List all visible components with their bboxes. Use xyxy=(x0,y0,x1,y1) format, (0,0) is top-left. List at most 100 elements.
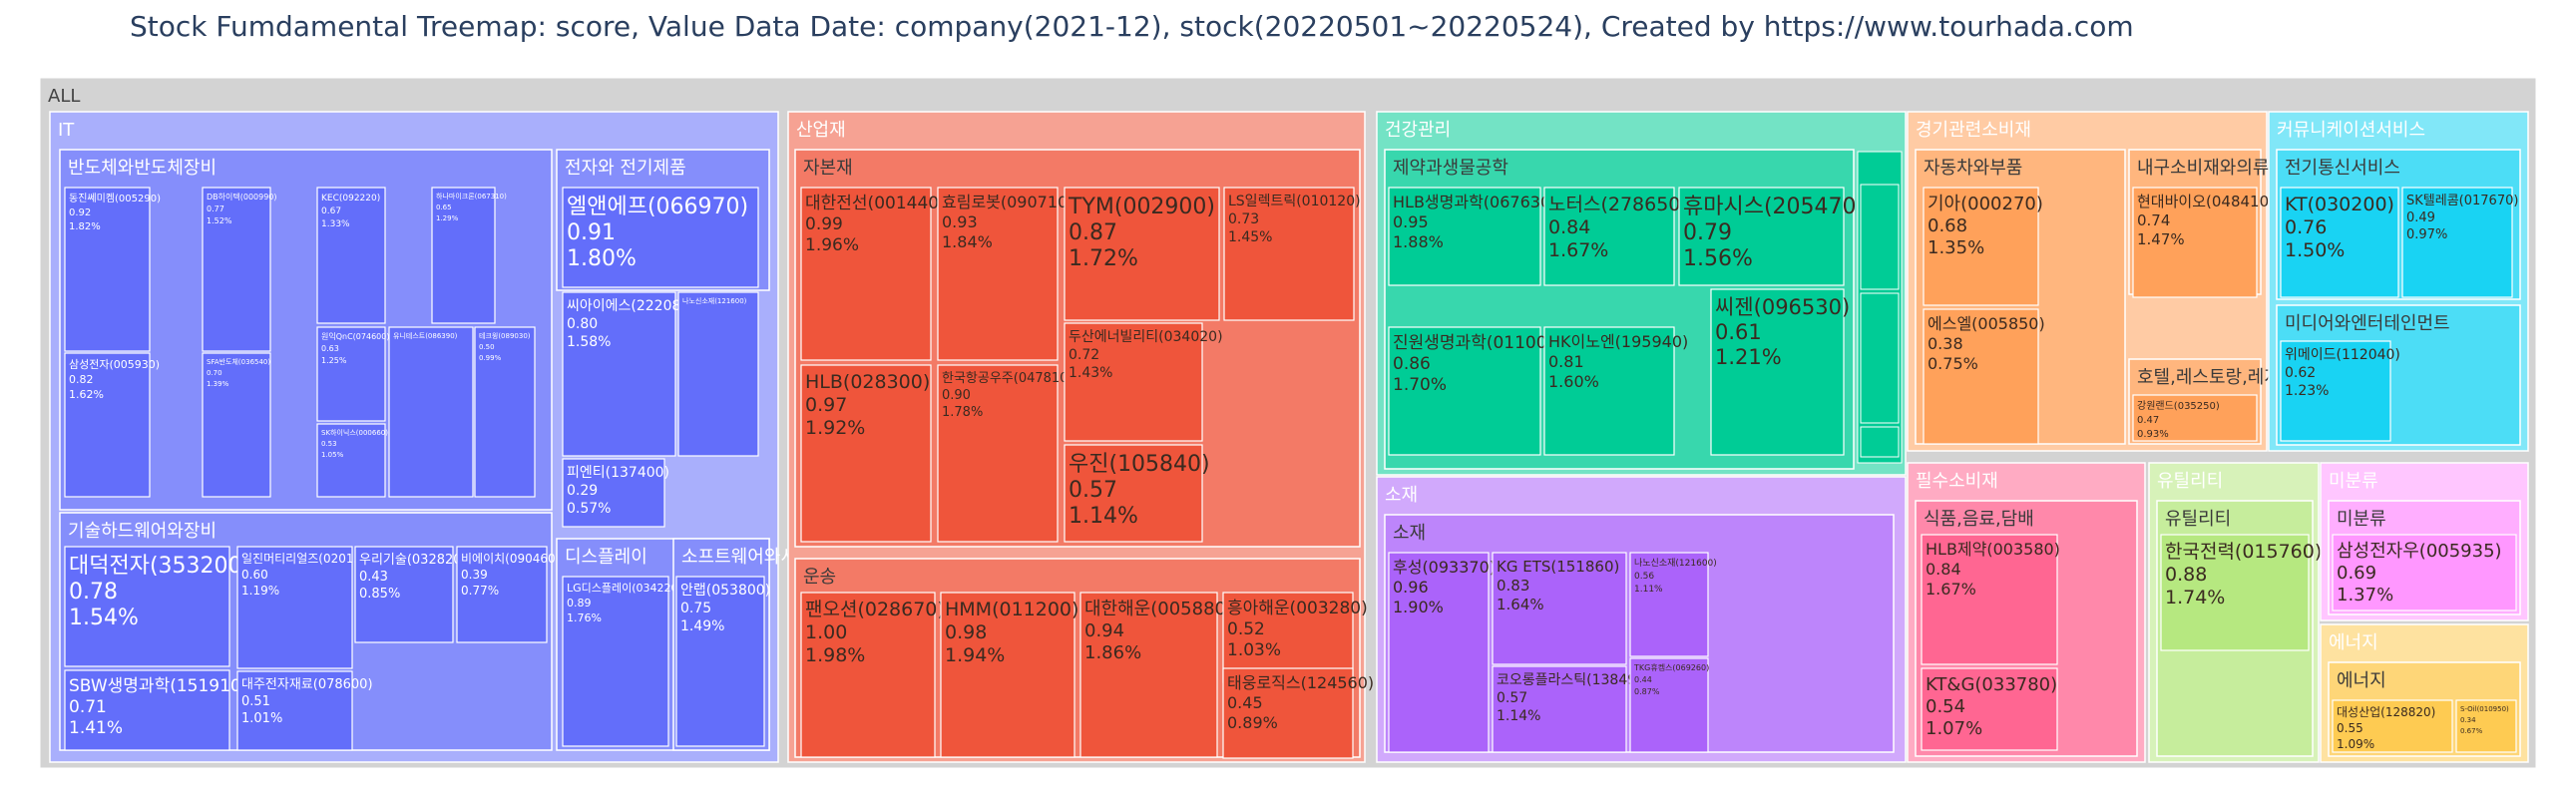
stock-percent: 0.97% xyxy=(2406,227,2447,242)
stock-label: 유니테스트(086390) xyxy=(393,331,458,340)
stock-score: 0.70 xyxy=(207,369,222,377)
stock-tile xyxy=(1222,667,1354,759)
stock-score: 0.75 xyxy=(680,601,711,616)
stock-tile xyxy=(677,291,759,457)
stock-score: 0.51 xyxy=(241,694,270,709)
chart-title: Stock Fumdamental Treemap: score, Value … xyxy=(130,10,2134,43)
stock-score: 0.63 xyxy=(321,344,339,353)
stock-tile xyxy=(2401,187,2513,298)
stock-score: 0.55 xyxy=(2337,721,2363,735)
stock-label: 한국항공우주(047810) xyxy=(942,371,1073,386)
stock-label: 두산에너빌리티(034020) xyxy=(1069,329,1223,345)
stock-score: 0.83 xyxy=(1497,577,1529,595)
stock-score: 0.68 xyxy=(1928,215,1967,236)
stock-label: DB하이텍(000990) xyxy=(207,192,277,202)
stock-percent: 1.05% xyxy=(321,451,344,459)
stock-score: 0.44 xyxy=(1634,675,1652,684)
stock-percent: 1.94% xyxy=(945,644,1005,666)
stock-score: 0.82 xyxy=(69,373,94,386)
stock-percent: 1.64% xyxy=(1497,596,1544,613)
stock-percent: 1.14% xyxy=(1497,708,1540,724)
stock-label: 비에이치(090460) xyxy=(461,552,560,566)
industry-label: 미디어와엔터테인먼트 xyxy=(2285,313,2450,334)
stock-percent: 1.96% xyxy=(805,235,859,255)
stock-score: 0.87 xyxy=(1069,220,1117,245)
stock-label: TKG휴켐스(069260) xyxy=(1633,662,1709,672)
stock-tile xyxy=(1079,592,1218,758)
stock-percent: 1.19% xyxy=(241,584,279,598)
stock-label: KT&G(033780) xyxy=(1926,674,2057,695)
stock-label: S-Oil(010950) xyxy=(2460,705,2509,713)
stock-tile xyxy=(1492,552,1627,665)
stock-label: 위메이드(112040) xyxy=(2285,347,2400,363)
stock-percent: 1.07% xyxy=(1926,718,1982,739)
stock-score: 0.79 xyxy=(1683,220,1732,245)
stock-percent: 1.23% xyxy=(2285,383,2329,399)
stock-label: 테크윙(089030) xyxy=(479,331,531,340)
stock-score: 0.52 xyxy=(1227,619,1265,639)
stock-score: 0.99 xyxy=(805,214,843,234)
stock-tile xyxy=(800,592,936,758)
stock-label: 노터스(278650) xyxy=(1548,194,1688,215)
stock-percent: 1.76% xyxy=(567,611,602,624)
stock-score: 0.96 xyxy=(1393,578,1429,597)
stock-label: LG디스플레이(034220) xyxy=(567,582,682,595)
stock-score: 0.74 xyxy=(2137,211,2170,229)
stock-tile-small xyxy=(1860,184,1900,290)
stock-tile xyxy=(562,291,676,457)
stock-score: 0.90 xyxy=(942,388,971,403)
stock-score: 0.60 xyxy=(241,568,268,582)
stock-score: 0.84 xyxy=(1926,560,1961,579)
stock-percent: 1.88% xyxy=(1393,232,1444,251)
stock-tile xyxy=(202,187,271,352)
stock-tile xyxy=(1388,552,1490,753)
stock-label: 엘앤에프(066970) xyxy=(567,195,748,219)
stock-percent: 1.43% xyxy=(1069,365,1112,381)
stock-tile xyxy=(1921,667,2058,751)
stock-tile xyxy=(2280,187,2399,298)
stock-label: 씨젠(096530) xyxy=(1715,295,1850,319)
stock-percent: 1.14% xyxy=(1069,504,1138,529)
stock-tile xyxy=(2332,534,2517,611)
industry-label: 전자와 전기제품 xyxy=(565,158,686,179)
industry-label: 에너지 xyxy=(2337,670,2386,691)
treemap-root-label: ALL xyxy=(48,86,80,107)
stock-label: 동진쎄미켐(005290) xyxy=(69,193,161,204)
sector-label: 미분류 xyxy=(2329,471,2378,492)
stock-score: 0.71 xyxy=(69,697,107,717)
stock-score: 0.89 xyxy=(567,597,592,609)
stock-score: 0.61 xyxy=(1715,320,1762,344)
stock-tile xyxy=(64,546,230,667)
stock-percent: 1.80% xyxy=(567,246,637,271)
stock-percent: 1.86% xyxy=(1084,642,1141,663)
stock-percent: 1.41% xyxy=(69,718,123,738)
stock-score: 0.69 xyxy=(2337,563,2376,584)
sector-label: 산업재 xyxy=(796,120,846,141)
stock-label: HLB(028300) xyxy=(805,371,930,393)
industry-label: 반도체와반도체장비 xyxy=(68,158,216,179)
sector-label: 건강관리 xyxy=(1385,120,1451,141)
stock-label: 코오롱플라스틱(138490) xyxy=(1497,672,1651,688)
stock-tile-small xyxy=(1860,426,1900,458)
stock-label: 흥아해운(003280) xyxy=(1227,599,1368,618)
stock-label: TYM(002900) xyxy=(1068,195,1215,219)
stock-score: 0.56 xyxy=(1634,572,1654,582)
stock-score: 0.88 xyxy=(2165,564,2207,586)
stock-label: 한국전력(015760) xyxy=(2165,541,2322,563)
stock-tile xyxy=(940,592,1075,758)
stock-score: 0.47 xyxy=(2137,415,2159,426)
stock-label: SK텔레콤(017670) xyxy=(2406,194,2518,208)
industry-label: 제약과생물공학 xyxy=(1393,158,1508,179)
stock-percent: 1.01% xyxy=(241,711,282,726)
stock-score: 0.29 xyxy=(567,483,598,499)
stock-tile xyxy=(937,364,1059,543)
stock-percent: 1.03% xyxy=(1227,640,1281,660)
stock-tile xyxy=(64,352,151,498)
industry-label: 호텔,레스토랑,레저 등 xyxy=(2137,367,2303,388)
stock-label: LS일렉트릭(010120) xyxy=(1228,194,1361,209)
stock-label: 대성산업(128820) xyxy=(2337,705,2435,719)
stock-label: 기아(000270) xyxy=(1928,194,2043,214)
stock-percent: 1.33% xyxy=(321,219,350,229)
stock-label: 효림로봇(090710) xyxy=(942,193,1073,211)
stock-tile-small xyxy=(1860,292,1900,424)
